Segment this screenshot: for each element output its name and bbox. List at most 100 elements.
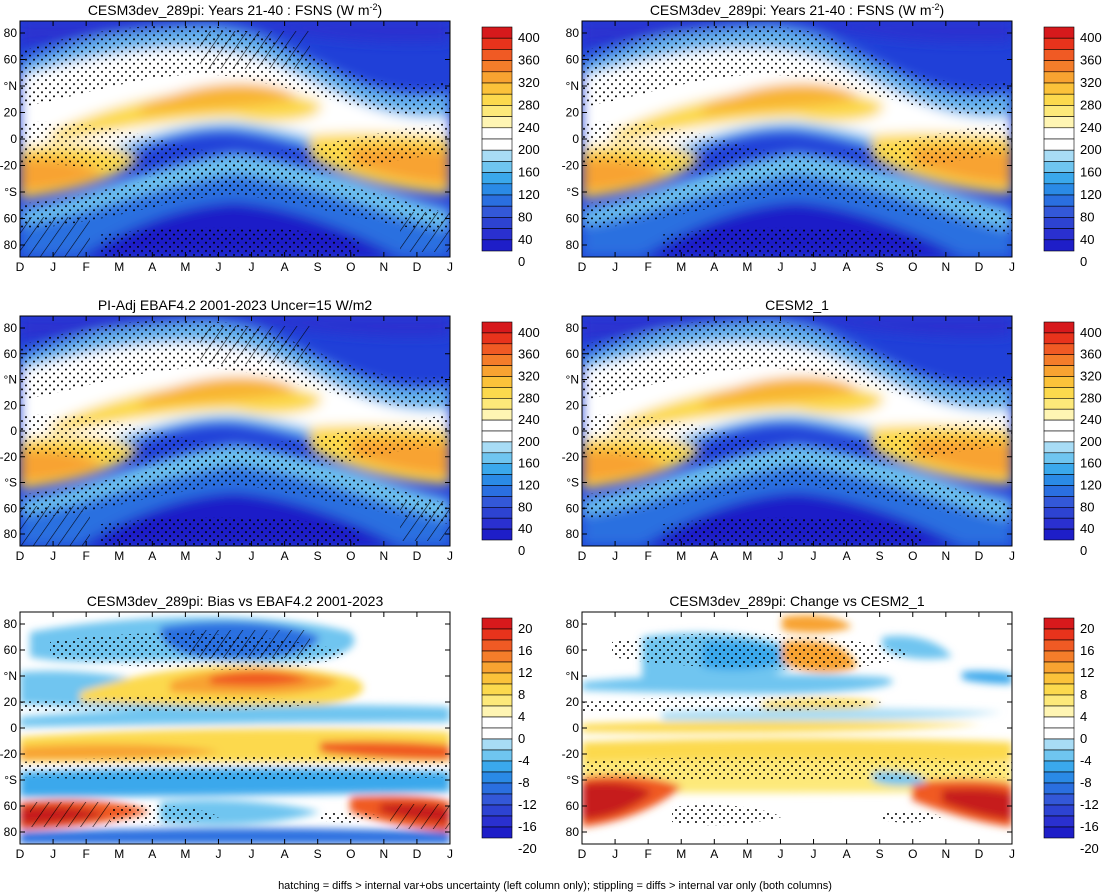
colorbar-label: 400: [518, 30, 540, 45]
colorbar-swatch: [1043, 749, 1075, 762]
y-tick-label: 80: [4, 617, 18, 631]
x-tick-label: F: [644, 847, 651, 861]
x-tick-label: J: [811, 847, 817, 861]
colorbar-swatch: [1043, 782, 1075, 795]
y-tick-label: °S: [566, 185, 579, 199]
colorbar-swatch: [481, 628, 513, 641]
x-tick-label: F: [82, 549, 89, 563]
colorbar-label: 240: [1080, 120, 1102, 135]
x-tick-label: M: [742, 549, 752, 563]
colorbar-swatch: [481, 760, 513, 773]
colorbar-swatch: [481, 617, 513, 630]
colorbar-swatch: [481, 517, 513, 530]
x-tick-label: D: [975, 549, 984, 563]
colorbar-label: 40: [1080, 232, 1094, 247]
colorbar-swatch: [481, 705, 513, 718]
colorbar-swatch: [1043, 239, 1075, 252]
colorbar-label: 120: [1080, 187, 1102, 202]
colorbar-swatch: [481, 397, 513, 410]
panel-3: PI-Adj EBAF4.2 2001-2023 Uncer=15 W/m2 D J…: [0, 297, 540, 563]
colorbar-label: 120: [518, 478, 540, 493]
colorbar-label: 120: [518, 187, 540, 202]
colorbar-swatch: [481, 771, 513, 784]
x-tick-label: N: [380, 549, 389, 563]
colorbar-swatch: [1043, 804, 1075, 817]
colorbar-swatch: [1043, 354, 1075, 366]
colorbar-label: 360: [1080, 53, 1102, 68]
y-tick-label: 0: [572, 132, 579, 146]
colorbar-label: 0: [1080, 543, 1087, 558]
panel-plot-area: [20, 21, 450, 257]
y-tick-label: 80: [566, 617, 580, 631]
colorbar-label: 40: [518, 232, 532, 247]
y-tick-label: 60: [4, 643, 18, 657]
x-tick-label: J: [215, 847, 221, 861]
colorbar-label: -20: [518, 841, 537, 856]
x-tick-label: O: [346, 847, 355, 861]
colorbar-label: 400: [518, 325, 540, 340]
colorbar-swatch: [1043, 60, 1075, 73]
x-tick-label: J: [612, 549, 618, 563]
colorbar-label: 0: [518, 543, 525, 558]
x-tick-label: J: [215, 549, 221, 563]
x-tick-label: F: [82, 260, 89, 274]
colorbar-swatch: [1043, 793, 1075, 806]
x-tick-label: M: [114, 260, 124, 274]
panel-6: CESM3dev_289pi: Change vs CESM2_1 D J F M A M J…: [562, 593, 1099, 861]
x-tick-label: A: [281, 260, 289, 274]
colorbar-swatch: [481, 26, 513, 39]
colorbar: 20 16 12 8 4 0 -4 -8 -12 -16 -20: [481, 617, 537, 856]
colorbar-swatch: [1043, 183, 1075, 196]
colorbar-swatch: [1043, 727, 1075, 740]
colorbar-swatch: [1043, 194, 1075, 207]
colorbar-label: -8: [1080, 775, 1092, 790]
colorbar-swatch: [1043, 661, 1075, 674]
colorbar-label: 120: [1080, 478, 1102, 493]
x-tick-label: J: [777, 260, 783, 274]
y-tick-label: °N: [566, 79, 579, 93]
colorbar-swatch: [1043, 474, 1075, 486]
colorbar-swatch: [1043, 738, 1075, 751]
colorbar-swatch: [481, 826, 513, 839]
x-tick-label: O: [346, 260, 355, 274]
colorbar-swatch: [1043, 37, 1075, 50]
colorbar-swatch: [1043, 397, 1075, 410]
x-tick-label: J: [50, 549, 56, 563]
y-tick-label: 60: [566, 643, 580, 657]
colorbar-label: -8: [518, 775, 530, 790]
y-tick-label: °S: [4, 476, 17, 490]
colorbar-label: 40: [518, 521, 532, 536]
colorbar-swatch: [481, 138, 513, 151]
x-tick-label: F: [644, 549, 651, 563]
colorbar-label: 280: [518, 390, 540, 405]
colorbar-swatch: [481, 37, 513, 50]
y-tick-label: -20: [0, 159, 17, 173]
colorbar-label: -16: [518, 819, 537, 834]
colorbar-label: 12: [518, 665, 532, 680]
colorbar-label: 200: [1080, 142, 1102, 157]
x-tick-label: N: [942, 847, 951, 861]
colorbar-swatch: [481, 419, 513, 432]
y-tick-label: 80: [566, 26, 580, 40]
y-tick-label: -20: [562, 450, 580, 464]
x-tick-label: D: [578, 549, 587, 563]
colorbar-swatch: [1043, 826, 1075, 839]
y-tick-label: 20: [566, 106, 580, 120]
x-tick-label: J: [1009, 260, 1015, 274]
colorbar-swatch: [481, 376, 513, 388]
colorbar-swatch: [1043, 672, 1075, 685]
panel-4: CESM2_1D J F M A M J J A S O N D J8060°N200-20°S60804…: [562, 297, 1102, 563]
x-tick-label: S: [314, 260, 322, 274]
colorbar-swatch: [1043, 419, 1075, 432]
colorbar-swatch: [481, 194, 513, 207]
colorbar-swatch: [481, 217, 513, 229]
colorbar-swatch: [481, 82, 513, 95]
colorbar-label: 360: [518, 347, 540, 362]
colorbar-swatch: [1043, 650, 1075, 663]
colorbar-swatch: [481, 387, 513, 399]
colorbar-label: 160: [1080, 456, 1102, 471]
colorbar-label: 320: [1080, 369, 1102, 384]
x-tick-label: F: [644, 260, 651, 274]
y-tick-label: °S: [566, 773, 579, 787]
